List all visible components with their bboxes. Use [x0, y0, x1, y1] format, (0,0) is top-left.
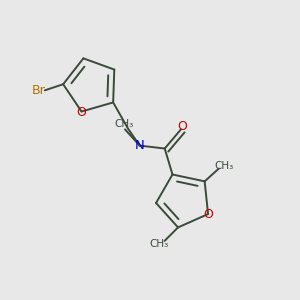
Text: O: O — [76, 106, 86, 119]
Text: N: N — [135, 139, 145, 152]
Text: Br: Br — [32, 84, 46, 97]
Text: CH₃: CH₃ — [115, 119, 134, 129]
Text: O: O — [178, 120, 187, 133]
Text: CH₃: CH₃ — [214, 160, 234, 171]
Text: CH₃: CH₃ — [150, 239, 169, 249]
Text: O: O — [204, 208, 214, 220]
